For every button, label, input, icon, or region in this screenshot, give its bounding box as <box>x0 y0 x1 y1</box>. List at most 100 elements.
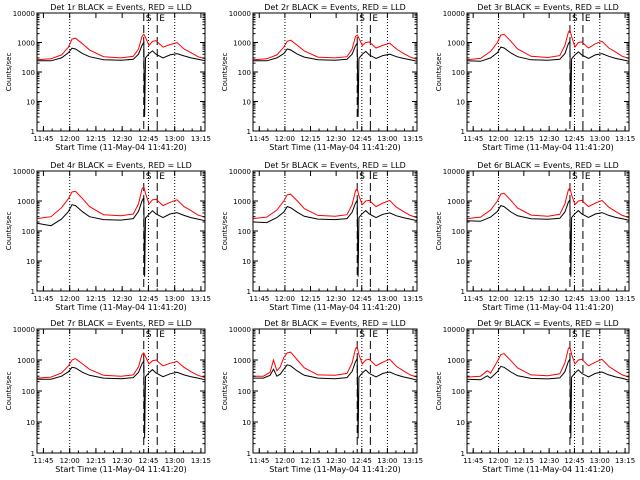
x-tick-label: 12:45 <box>352 457 372 465</box>
y-tick-label: 10 <box>242 419 251 427</box>
x-tick-label: 11:45 <box>33 295 53 303</box>
y-tick-label: 1000 <box>233 198 251 206</box>
x-tick-label: 12:00 <box>275 135 295 143</box>
y-axis-label: Counts/sec <box>435 53 443 92</box>
x-tick-label: 12:15 <box>86 135 106 143</box>
detector-panel-9: Det 9r BLACK = Events, RED = LLD 1 10 100 10… <box>435 319 635 474</box>
series-line-red <box>252 187 418 220</box>
x-tick-label: 13:15 <box>615 135 635 143</box>
y-tick-label: 10000 <box>443 168 465 176</box>
x-tick-label: 13:15 <box>191 135 211 143</box>
y-tick-label: 1 <box>461 288 465 296</box>
y-tick-label: 10 <box>26 99 35 107</box>
x-tick-label: 13:00 <box>165 135 185 143</box>
panel-title: Det 7r BLACK = Events, RED = LLD <box>50 319 192 328</box>
y-tick-label: 1000 <box>233 357 251 365</box>
panel-title: Det 8r BLACK = Events, RED = LLD <box>264 319 406 328</box>
x-axis-label: Start Time (11-May-04 11:41:20) <box>55 303 186 312</box>
end-marker: E <box>585 330 591 340</box>
x-tick-label: 11:45 <box>463 295 483 303</box>
x-tick-label: 12:45 <box>138 135 158 143</box>
x-tick-label: 13:00 <box>377 457 397 465</box>
x-tick-label: 12:30 <box>112 135 132 143</box>
x-tick-label: 12:15 <box>300 135 320 143</box>
y-tick-label: 1 <box>247 450 251 458</box>
plot-frame <box>252 12 418 132</box>
detector-panel-6: Det 6r BLACK = Events, RED = LLD 1 10 100 10… <box>435 161 635 312</box>
y-tick-label: 1 <box>31 288 35 296</box>
detector-panel-1: Det 1r BLACK = Events, RED = LLD 1 10 100 10… <box>5 3 211 152</box>
x-axis-label: Start Time (11-May-04 11:41:20) <box>269 143 400 152</box>
detector-panel-5: Det 5r BLACK = Events, RED = LLD 1 10 100 10… <box>221 161 423 312</box>
end-marker: E <box>159 330 165 340</box>
series-line-black <box>466 39 630 117</box>
start-marker: S <box>146 14 152 24</box>
start-marker: S <box>146 172 152 182</box>
x-tick-label: 11:45 <box>249 135 269 143</box>
series-line-black <box>37 40 206 117</box>
x-axis-label: Start Time (11-May-04 11:41:20) <box>269 465 400 474</box>
x-tick-label: 12:15 <box>514 135 534 143</box>
y-axis-label: Counts/sec <box>435 372 443 411</box>
x-tick-label: 13:15 <box>615 457 635 465</box>
plot-frame <box>36 12 206 132</box>
x-tick-label: 12:15 <box>300 295 320 303</box>
y-tick-label: 10 <box>456 99 465 107</box>
x-axis-label: Start Time (11-May-04 11:41:20) <box>482 143 613 152</box>
x-tick-label: 11:45 <box>463 135 483 143</box>
y-axis-label: Counts/sec <box>221 372 229 411</box>
series-line-red <box>252 34 418 61</box>
y-tick-label: 100 <box>238 228 251 236</box>
y-tick-label: 10 <box>242 258 251 266</box>
plot-frame <box>466 170 630 292</box>
start-marker: S <box>359 172 365 182</box>
y-tick-label: 1 <box>247 128 251 136</box>
y-axis-label: Counts/sec <box>5 53 13 92</box>
x-tick-label: 12:00 <box>60 135 80 143</box>
y-tick-label: 1000 <box>447 40 465 48</box>
x-tick-label: 12:15 <box>86 295 106 303</box>
x-tick-label: 12:30 <box>112 457 132 465</box>
x-tick-label: 13:15 <box>191 457 211 465</box>
detector-panel-4: Det 4r BLACK = Events, RED = LLD 1 10 100 10… <box>5 161 211 312</box>
y-tick-label: 10 <box>242 99 251 107</box>
series-line-black <box>253 356 418 439</box>
plot-frame <box>466 12 630 132</box>
plot-frame <box>466 328 630 454</box>
y-tick-label: 100 <box>238 388 251 396</box>
y-tick-label: 1 <box>247 288 251 296</box>
y-tick-label: 10000 <box>13 326 35 334</box>
panel-title: Det 3r BLACK = Events, RED = LLD <box>477 3 619 12</box>
x-tick-label: 13:15 <box>403 135 423 143</box>
x-tick-label: 12:15 <box>300 457 320 465</box>
y-tick-label: 1 <box>31 128 35 136</box>
start-marker: S <box>146 330 152 340</box>
series-line-red <box>466 186 630 220</box>
x-axis-label: Start Time (11-May-04 11:41:20) <box>482 465 613 474</box>
x-tick-label: 12:30 <box>112 295 132 303</box>
x-tick-label: 12:00 <box>60 457 80 465</box>
start-marker: S <box>572 172 578 182</box>
x-tick-label: 12:00 <box>275 295 295 303</box>
x-tick-label: 12:00 <box>275 457 295 465</box>
series-line-black <box>466 198 630 277</box>
x-tick-label: 12:30 <box>539 457 559 465</box>
y-tick-label: 100 <box>22 228 35 236</box>
end-marker: E <box>585 14 591 24</box>
x-tick-label: 12:30 <box>326 135 346 143</box>
x-tick-label: 12:15 <box>514 457 534 465</box>
end-marker: E <box>585 172 591 182</box>
x-tick-label: 11:45 <box>249 295 269 303</box>
x-tick-label: 12:00 <box>488 295 508 303</box>
plot-frame <box>252 170 418 292</box>
x-tick-label: 12:15 <box>86 457 106 465</box>
panel-title: Det 2r BLACK = Events, RED = LLD <box>264 3 406 12</box>
y-tick-label: 10000 <box>229 326 251 334</box>
y-tick-label: 10000 <box>229 10 251 18</box>
x-tick-label: 13:00 <box>590 457 610 465</box>
x-tick-label: 13:00 <box>377 135 397 143</box>
x-tick-label: 12:30 <box>326 295 346 303</box>
x-axis-label: Start Time (11-May-04 11:41:20) <box>269 303 400 312</box>
y-axis-label: Counts/sec <box>221 53 229 92</box>
start-marker: S <box>572 14 578 24</box>
